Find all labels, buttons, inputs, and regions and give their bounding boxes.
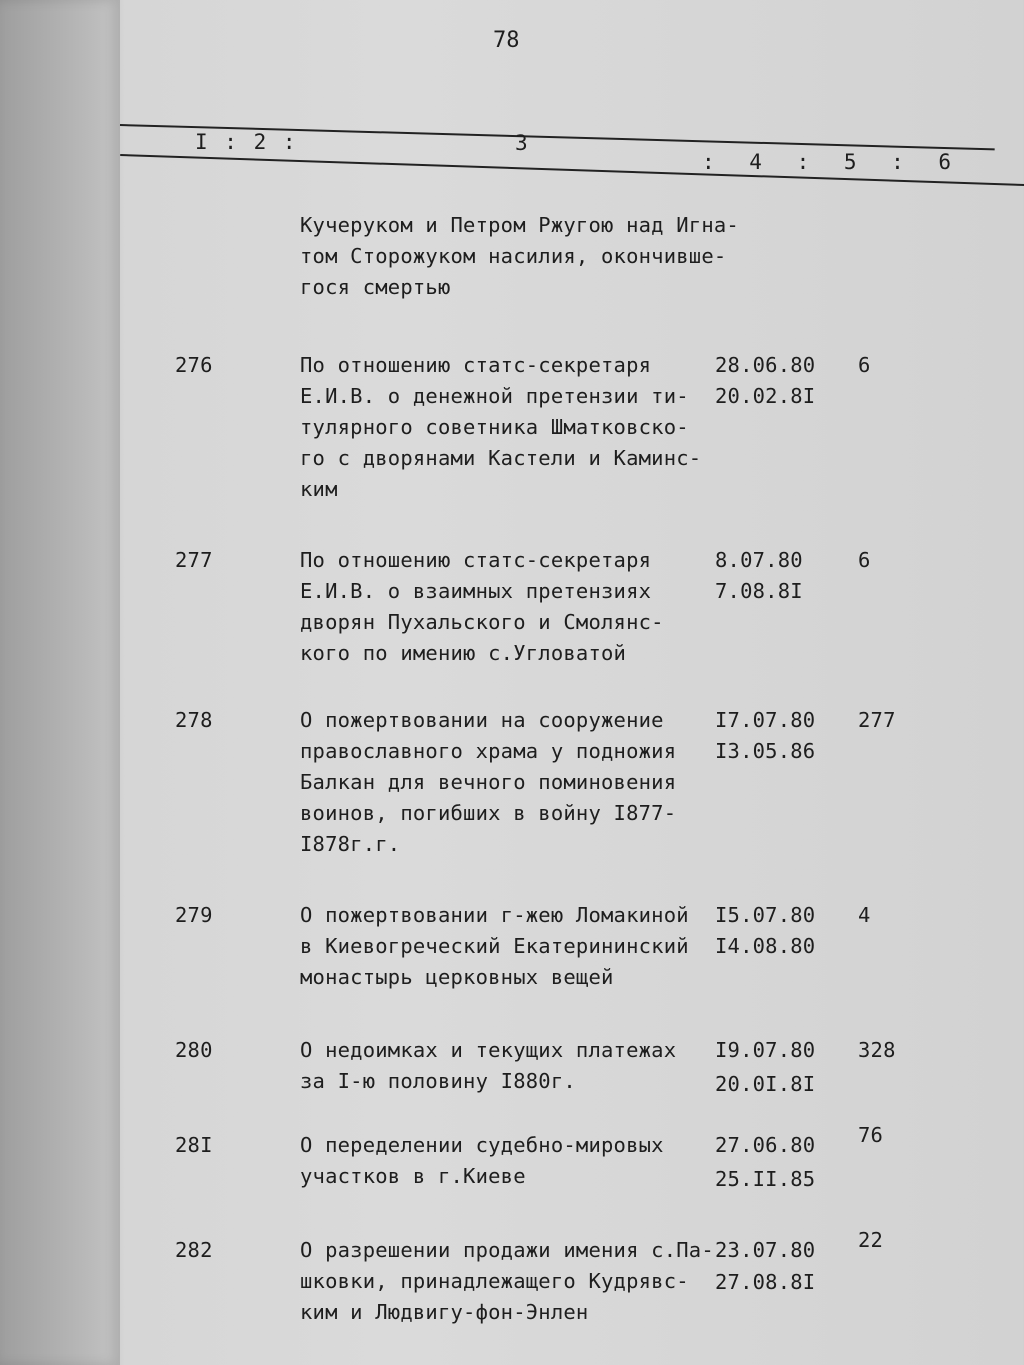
entry-sheet-count: 6	[858, 353, 871, 377]
entry-description-line: Кучеруком и Петром Ржугою над Игна-	[300, 213, 739, 237]
entry-description-line: тулярного советника Шматковско-	[300, 415, 689, 439]
entry-sheet-count: 6	[858, 548, 871, 572]
entry-number: 277	[175, 548, 213, 572]
entry-description-line: Е.И.В. о денежной претензии ти-	[300, 384, 689, 408]
entry-number: 282	[175, 1238, 213, 1262]
entry-description-line: го с дворянами Кастели и Каминс-	[300, 446, 702, 470]
entry-sheet-count: 22	[858, 1228, 884, 1252]
entry-number: 278	[175, 708, 213, 732]
entry-date: 20.02.8I	[715, 384, 816, 408]
entry-sheet-count: 277	[858, 708, 896, 732]
entry-description-line: за I-ю половину I880г.	[300, 1069, 576, 1093]
entry-description-line: участков в г.Киеве	[300, 1164, 526, 1188]
entry-sheet-count: 76	[858, 1123, 884, 1147]
entry-description-line: ким и Людвигу-фон-Энлен	[300, 1300, 589, 1324]
entry-description-line: православного храма у подножия	[300, 739, 677, 763]
entry-sheet-count: 4	[858, 903, 871, 927]
entry-description-line: I878г.г.	[300, 832, 401, 856]
entry-number: 28I	[175, 1133, 213, 1157]
entry-description-line: По отношению статс-секретаря	[300, 353, 652, 377]
entry-description-line: О пожертвовании г-жею Ломакиной	[300, 903, 689, 927]
entry-description-line: Е.И.В. о взаимных претензиях	[300, 579, 652, 603]
entry-date: 28.06.80	[715, 353, 816, 377]
entry-number: 276	[175, 353, 213, 377]
entry-date: I3.05.86	[715, 739, 816, 763]
entry-sheet-count: 328	[858, 1038, 896, 1062]
entry-description-line: гося смертью	[300, 275, 451, 299]
entry-date: I4.08.80	[715, 934, 816, 958]
entry-description-line: в Киевогреческий Екатерининский	[300, 934, 689, 958]
page-number: 78	[493, 28, 520, 53]
entry-description-line: Балкан для вечного поминовения	[300, 770, 677, 794]
entry-date: I5.07.80	[715, 903, 816, 927]
entry-date: I9.07.80	[715, 1038, 816, 1062]
entry-date: 25.II.85	[715, 1167, 816, 1191]
entry-description-line: воинов, погибших в войну I877-	[300, 801, 677, 825]
entry-description-line: О недоимках и текущих платежах	[300, 1038, 677, 1062]
previous-page-edge	[0, 0, 120, 1365]
entry-date: 27.06.80	[715, 1133, 816, 1157]
entry-date: 23.07.80	[715, 1238, 816, 1262]
entry-description-line: кого по имению с.Угловатой	[300, 641, 627, 665]
entry-number: 280	[175, 1038, 213, 1062]
entry-date: 20.0I.8I	[715, 1072, 816, 1096]
entry-date: 7.08.8I	[715, 579, 803, 603]
entry-description-line: О разрешении продажи имения с.Па-	[300, 1238, 714, 1262]
entry-description-line: шковки, принадлежащего Кудрявс-	[300, 1269, 689, 1293]
entry-date: 8.07.80	[715, 548, 803, 572]
entry-description-line: монастырь церковных вещей	[300, 965, 614, 989]
entry-description-line: О пожертвовании на сооружение	[300, 708, 664, 732]
entry-description-line: том Сторожуком насилия, окончивше-	[300, 244, 727, 268]
entry-description-line: ким	[300, 477, 338, 501]
entry-date: I7.07.80	[715, 708, 816, 732]
entry-date: 27.08.8I	[715, 1270, 816, 1294]
header-col-3: 3	[515, 131, 530, 155]
header-col-4-6: : 4 : 5 : 6	[702, 150, 954, 174]
entry-description-line: По отношению статс-секретаря	[300, 548, 652, 572]
header-col-1-2: I : 2 :	[195, 130, 298, 154]
entry-number: 279	[175, 903, 213, 927]
entry-description-line: дворян Пухальского и Смолянс-	[300, 610, 664, 634]
entry-description-line: О переделении судебно-мировых	[300, 1133, 664, 1157]
